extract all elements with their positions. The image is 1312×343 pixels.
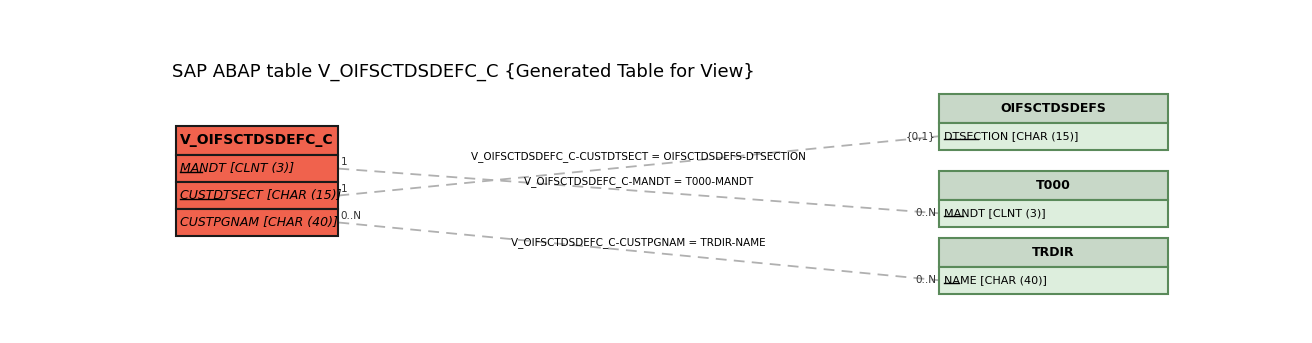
Bar [939, 200, 1168, 227]
Bar [939, 237, 1168, 267]
Text: V_OIFSCTDSDEFC_C-CUSTDTSECT = OIFSCTDSDEFS-DTSECTION: V_OIFSCTDSDEFC_C-CUSTDTSECT = OIFSCTDSDE… [471, 151, 806, 162]
Text: V_OIFSCTDSDEFC_C-CUSTPGNAM = TRDIR-NAME: V_OIFSCTDSDEFC_C-CUSTPGNAM = TRDIR-NAME [512, 237, 766, 248]
Text: NAME [CHAR (40)]: NAME [CHAR (40)] [943, 275, 1047, 285]
Text: MANDT [CLNT (3)]: MANDT [CLNT (3)] [943, 208, 1046, 218]
Text: CUSTPGNAM [CHAR (40)]: CUSTPGNAM [CHAR (40)] [180, 216, 338, 229]
Text: {0,1}: {0,1} [907, 131, 935, 141]
Text: TRDIR: TRDIR [1033, 246, 1075, 259]
Text: CUSTDTSECT [CHAR (15)]: CUSTDTSECT [CHAR (15)] [180, 189, 341, 202]
Bar [939, 123, 1168, 150]
Text: MANDT [CLNT (3)]: MANDT [CLNT (3)] [180, 162, 294, 175]
Text: T000: T000 [1036, 179, 1071, 192]
Text: 1: 1 [341, 157, 348, 167]
Bar [176, 209, 338, 236]
Bar [176, 126, 338, 155]
Bar [939, 94, 1168, 123]
Bar [176, 155, 338, 182]
Bar [939, 267, 1168, 294]
Text: 0..N: 0..N [914, 275, 935, 285]
Text: 0..N: 0..N [341, 211, 362, 221]
Text: 1: 1 [341, 184, 348, 194]
Bar [176, 182, 338, 209]
Text: SAP ABAP table V_OIFSCTDSDEFC_C {Generated Table for View}: SAP ABAP table V_OIFSCTDSDEFC_C {Generat… [172, 63, 754, 81]
Text: V_OIFSCTDSDEFC_C: V_OIFSCTDSDEFC_C [180, 133, 333, 147]
Text: V_OIFSCTDSDEFC_C-MANDT = T000-MANDT: V_OIFSCTDSDEFC_C-MANDT = T000-MANDT [523, 176, 753, 187]
Text: OIFSCTDSDEFS: OIFSCTDSDEFS [1000, 102, 1106, 115]
Bar [939, 170, 1168, 200]
Text: DTSECTION [CHAR (15)]: DTSECTION [CHAR (15)] [943, 131, 1078, 141]
Text: 0..N: 0..N [914, 208, 935, 218]
